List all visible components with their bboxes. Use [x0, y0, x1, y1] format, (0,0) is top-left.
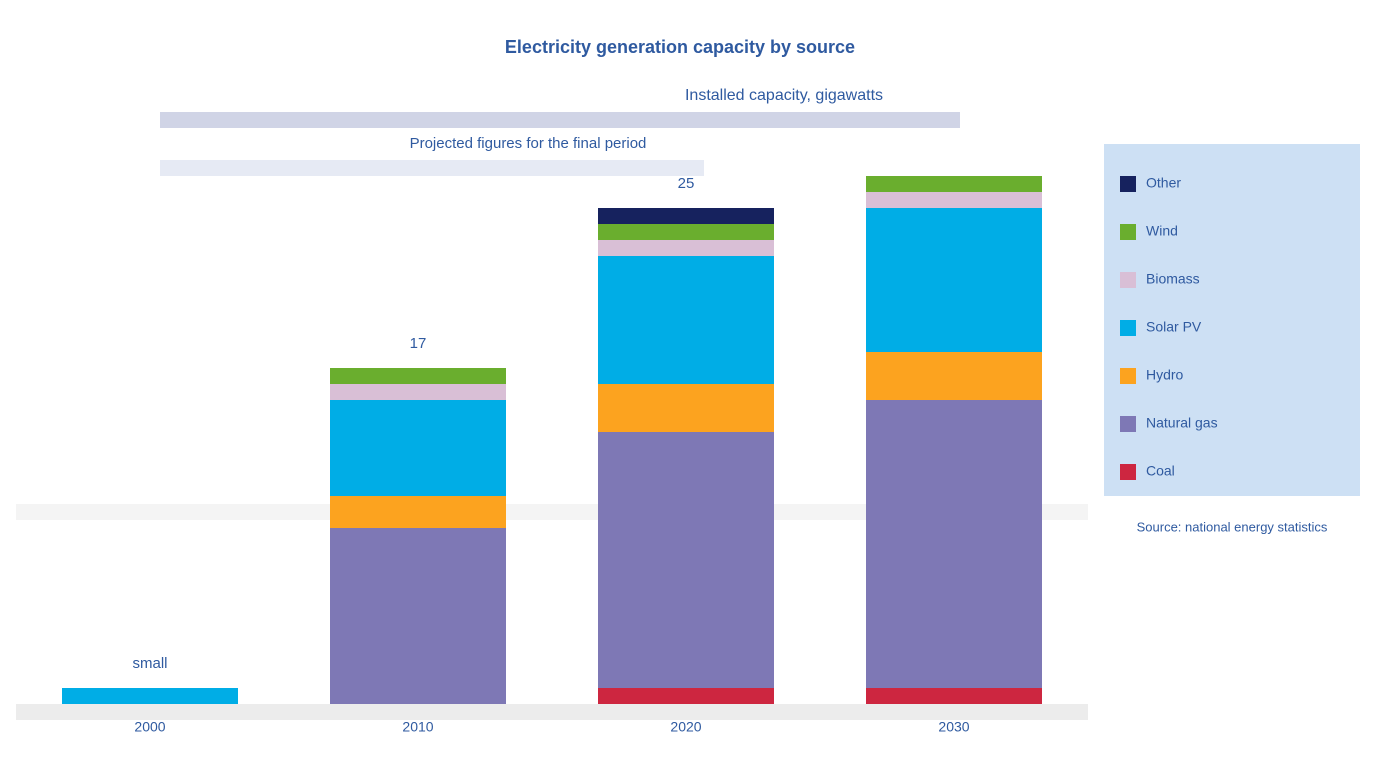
- legend-swatch: [1120, 176, 1136, 192]
- bar-segment: [866, 352, 1042, 400]
- x-tick-label: 2020: [670, 719, 701, 735]
- bar-annotation: small: [132, 655, 167, 672]
- grid-line: [16, 704, 1088, 720]
- bar-segment: [866, 688, 1042, 704]
- bar-segment: [330, 400, 506, 496]
- bar-segment: [598, 384, 774, 432]
- bar-segment: [598, 688, 774, 704]
- legend-swatch: [1120, 224, 1136, 240]
- bar-segment: [598, 432, 774, 688]
- bar-segment: [598, 208, 774, 224]
- chart-title: Electricity generation capacity by sourc…: [505, 37, 855, 57]
- x-tick-label: 2010: [402, 719, 433, 735]
- bar-annotation: 17: [410, 335, 427, 352]
- legend-label: Biomass: [1146, 271, 1200, 287]
- chart-note: Projected figures for the final period: [410, 135, 647, 152]
- legend-label: Coal: [1146, 463, 1175, 479]
- legend-box: [1104, 144, 1360, 496]
- legend-swatch: [1120, 368, 1136, 384]
- legend-label: Other: [1146, 175, 1181, 191]
- bar-segment: [62, 688, 238, 704]
- bar-segment: [598, 224, 774, 240]
- x-tick-label: 2030: [938, 719, 969, 735]
- chart-subtitle: Installed capacity, gigawatts: [685, 87, 883, 104]
- legend-swatch: [1120, 272, 1136, 288]
- legend-swatch: [1120, 320, 1136, 336]
- legend-label: Natural gas: [1146, 415, 1218, 431]
- legend-label: Solar PV: [1146, 319, 1202, 335]
- grid-line: [16, 504, 1088, 520]
- legend-label: Hydro: [1146, 367, 1184, 383]
- legend-swatch: [1120, 416, 1136, 432]
- bar-segment: [598, 256, 774, 384]
- bar-segment: [330, 368, 506, 384]
- bar-segment: [866, 400, 1042, 688]
- bar-segment: [866, 176, 1042, 192]
- bar-segment: [330, 384, 506, 400]
- legend-label: Wind: [1146, 223, 1178, 239]
- bar-segment: [598, 240, 774, 256]
- bar-segment: [866, 192, 1042, 208]
- x-tick-label: 2000: [134, 719, 165, 735]
- bar-annotation: 25: [678, 175, 695, 192]
- source: Source: national energy statistics: [1137, 519, 1328, 534]
- divider: [160, 160, 704, 176]
- bar-segment: [330, 528, 506, 704]
- bar-segment: [330, 496, 506, 528]
- divider: [160, 112, 960, 128]
- legend-swatch: [1120, 464, 1136, 480]
- bar-segment: [866, 208, 1042, 352]
